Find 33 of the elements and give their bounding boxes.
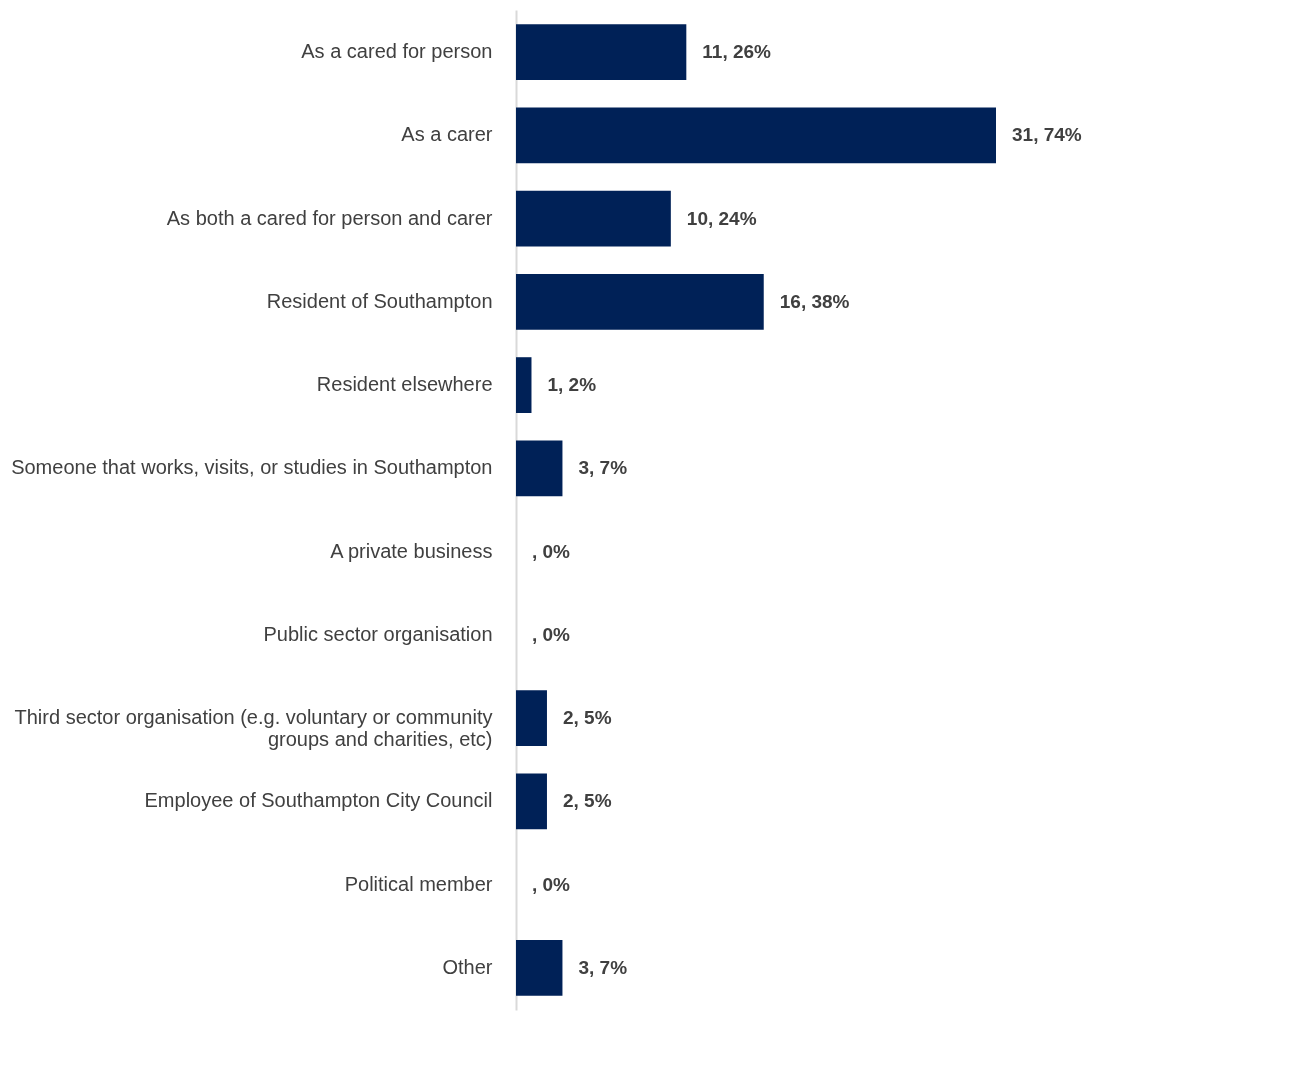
data-label: 11, 26%	[702, 41, 772, 63]
bar	[516, 690, 547, 747]
y-tick-label: As both a cared for person and carer	[166, 206, 493, 229]
bar	[516, 440, 563, 497]
data-label: , 0%	[532, 540, 571, 562]
data-label: 3, 7%	[578, 457, 628, 479]
data-label: 31, 74%	[1012, 124, 1082, 146]
bar	[516, 773, 547, 830]
bar	[516, 273, 764, 330]
bar	[516, 357, 532, 413]
data-label: , 0%	[532, 623, 571, 645]
bar	[516, 940, 563, 996]
bar	[516, 24, 687, 80]
data-label: 2, 5%	[562, 707, 612, 729]
y-tick-label: As a cared for person	[301, 40, 493, 63]
y-tick-label: Someone that works, visits, or studies in Southampton	[11, 456, 493, 479]
y-tick-label: Political member	[344, 872, 493, 895]
data-label: 2, 5%	[562, 790, 612, 812]
bar	[516, 107, 996, 164]
bar	[516, 190, 671, 247]
y-tick-label: Resident of Southampton	[266, 289, 493, 312]
data-label: 1, 2%	[547, 374, 597, 396]
y-tick-label: Third sector organisation (e.g. voluntary or community groups and charities, etc)	[14, 706, 493, 751]
y-tick-label: A private business	[330, 539, 493, 562]
y-tick-label: Public sector organisation	[263, 622, 493, 645]
y-tick-label: Resident elsewhere	[316, 373, 493, 396]
data-label: 10, 24%	[686, 207, 757, 229]
y-tick-label: Other	[442, 955, 493, 978]
data-label: 3, 7%	[578, 956, 628, 978]
data-label: 16, 38%	[779, 290, 850, 312]
data-label: , 0%	[532, 873, 571, 895]
y-tick-label: Employee of Southampton City Council	[144, 789, 493, 812]
y-tick-label: As a carer	[401, 123, 493, 146]
